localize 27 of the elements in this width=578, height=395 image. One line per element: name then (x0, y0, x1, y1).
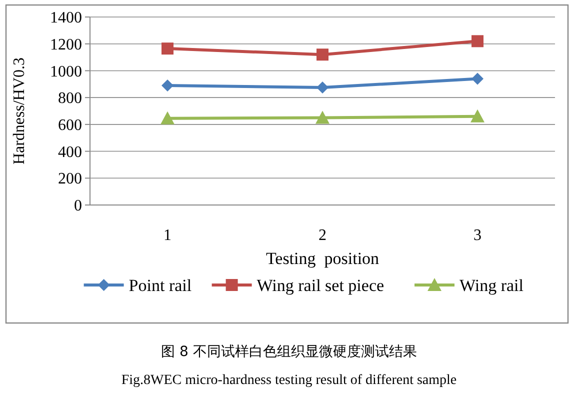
caption: 图 8 不同试样白色组织显微硬度测试结果 (161, 344, 417, 360)
y-tick-label: 200 (58, 170, 82, 188)
x-tick-label: 1 (164, 227, 172, 244)
point (316, 82, 328, 94)
point (470, 109, 484, 122)
point (472, 72, 484, 85)
point (316, 48, 328, 61)
legend-label: Wing rail set piece (256, 276, 384, 295)
point (162, 79, 174, 92)
y-axis-title: Hardness/HV0.3 (11, 57, 28, 165)
y-tick-label: 800 (58, 90, 82, 108)
y-tick-label: 600 (58, 117, 82, 134)
point (316, 110, 330, 124)
y-tick-label: 400 (58, 144, 82, 161)
caption: Fig.8WEC micro-hardness testing result of different sample (121, 373, 457, 388)
y-tick-label: 1200 (50, 36, 82, 54)
legend-label: Point rail (128, 276, 192, 295)
point (160, 111, 174, 124)
y-tick-label: 1000 (50, 63, 82, 80)
x-tick-label: 2 (318, 227, 326, 244)
y-tick-label: 1400 (50, 10, 82, 27)
x-axis-title: Testing position (266, 249, 380, 268)
point (162, 42, 174, 55)
y-tick-label: 0 (74, 198, 82, 215)
legend-label: Wing rail (460, 276, 524, 295)
point (472, 35, 484, 48)
x-tick-label: 3 (474, 227, 482, 244)
